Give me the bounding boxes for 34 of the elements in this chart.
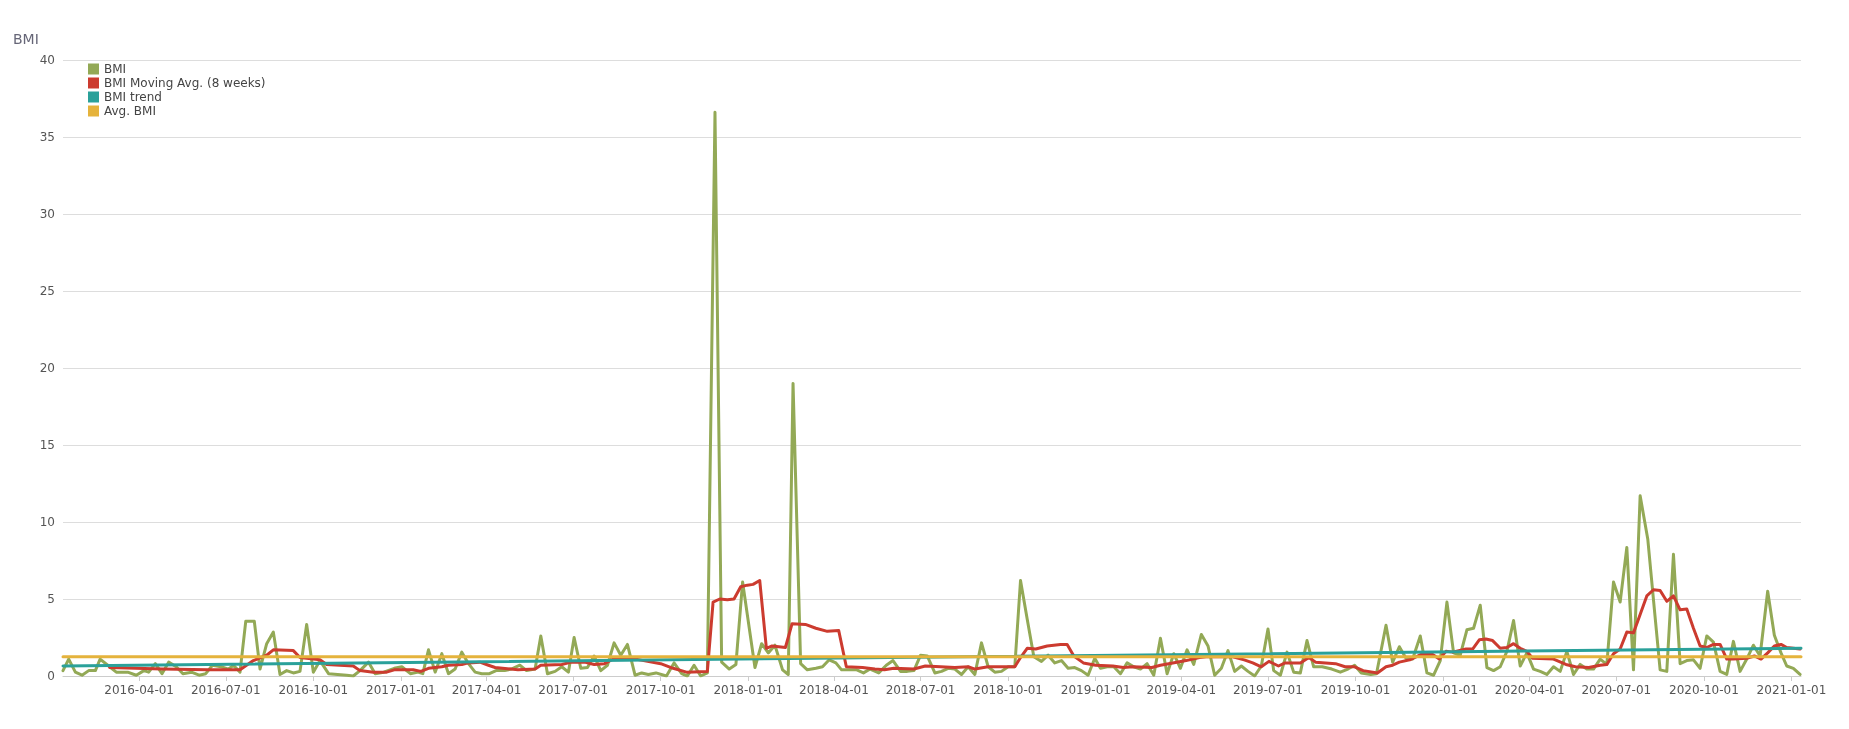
- x-tick-label: 2020-10-01: [1669, 683, 1739, 697]
- x-tick-label: 2019-10-01: [1320, 683, 1391, 697]
- y-axis-title: BMI: [13, 31, 39, 47]
- x-tick-label: 2018-04-01: [799, 683, 869, 697]
- legend-label: BMI: [104, 62, 127, 76]
- x-tick-label: 2020-04-01: [1494, 683, 1565, 697]
- y-tick-label: 40: [39, 53, 55, 67]
- y-tick-label: 0: [47, 669, 55, 683]
- y-tick-label: 5: [47, 592, 55, 606]
- x-tick-label: 2018-07-01: [885, 683, 956, 697]
- legend-label: BMI trend: [104, 90, 162, 104]
- x-tick-label: 2018-10-01: [973, 683, 1044, 697]
- y-tick-label: 15: [39, 438, 55, 452]
- y-tick-label: 25: [39, 284, 55, 298]
- x-tick-label: 2019-01-01: [1060, 683, 1131, 697]
- y-tick-label: 35: [39, 130, 55, 144]
- x-tick-label: 2017-07-01: [538, 683, 609, 697]
- y-tick-label: 30: [39, 207, 55, 221]
- x-tick-label: 2020-07-01: [1581, 683, 1652, 697]
- y-tick-label: 20: [39, 361, 55, 375]
- x-tick-label: 2019-04-01: [1146, 683, 1217, 697]
- x-tick-label: 2016-10-01: [278, 683, 349, 697]
- x-tick-label: 2016-07-01: [190, 683, 261, 697]
- x-tick-label: 2018-01-01: [713, 683, 784, 697]
- x-tick-label: 2017-01-01: [366, 683, 436, 697]
- y-tick-label: 10: [39, 515, 55, 529]
- x-tick-label: 2021-01-01: [1756, 683, 1827, 697]
- x-tick-label: 2020-01-01: [1408, 683, 1478, 697]
- legend-label: BMI Moving Avg. (8 weeks): [104, 76, 266, 90]
- legend-label: Avg. BMI: [104, 104, 156, 118]
- x-tick-label: 2019-07-01: [1233, 683, 1303, 697]
- x-tick-label: 2017-04-01: [451, 683, 522, 697]
- x-tick-label: 2017-10-01: [625, 683, 696, 697]
- x-tick-label: 2016-04-01: [104, 683, 175, 697]
